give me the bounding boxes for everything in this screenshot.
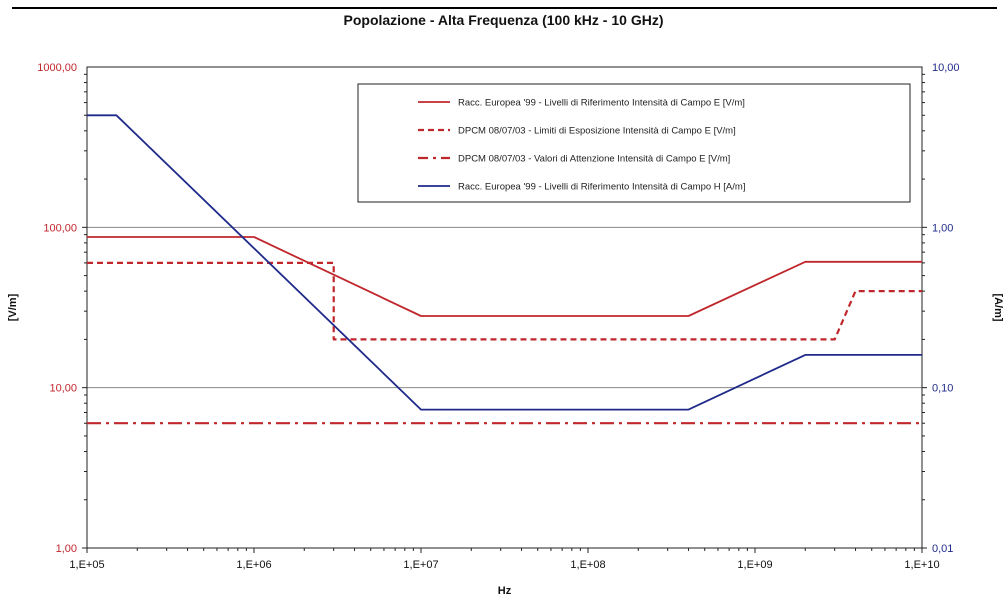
plot-frame [86,66,923,549]
y-left-tick-label: 10,00 [49,383,77,395]
x-tick-label: 1,E+05 [69,559,104,571]
top-rule [12,7,997,9]
legend-label-1: Racc. Europea '99 - Livelli di Riferimen… [458,98,745,109]
series-line-4 [87,114,922,411]
y-right-tick-label: 10,00 [932,62,960,74]
x-tick-label: 1,E+09 [737,559,772,571]
y-right-tick-label: 0,10 [932,383,953,395]
y-right-tick-label: 1,00 [932,222,953,234]
legend-box [357,83,911,203]
series-line-2 [87,261,922,341]
x-tick-label: 1,E+10 [904,559,939,571]
x-tick-label: 1,E+08 [570,559,605,571]
chart-title: Popolazione - Alta Frequenza (100 kHz - … [343,12,664,28]
legend-label-2: DPCM 08/07/03 - Limiti di Esposizione In… [458,126,736,137]
y-right-axis-label: [A/m] [992,293,1004,321]
y-left-tick-label: 100,00 [43,222,77,234]
y-left-tick-label: 1,00 [56,543,77,555]
x-tick-label: 1,E+06 [236,559,271,571]
x-axis-label: Hz [498,585,512,597]
x-tick-label: 1,E+07 [403,559,438,571]
y-left-tick-label: 1000,00 [37,62,77,74]
legend-label-3: DPCM 08/07/03 - Valori di Attenzione Int… [458,154,730,165]
y-right-tick-label: 0,01 [932,543,953,555]
legend-label-4: Racc. Europea '99 - Livelli di Riferimen… [458,182,745,193]
series-line-1 [87,236,922,317]
y-left-axis-label: [V/m] [7,293,19,321]
